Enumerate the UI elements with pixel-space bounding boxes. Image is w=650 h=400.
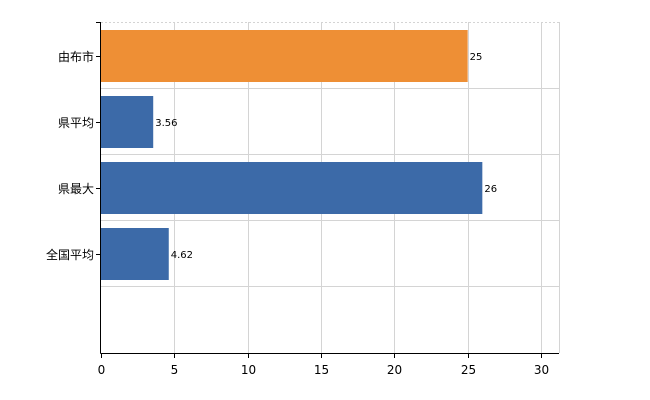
x-tick-label: 30 xyxy=(534,363,549,377)
y-tick-label: 全国平均 xyxy=(46,247,94,262)
bar-value-label: 26 xyxy=(484,184,497,195)
y-tick-label: 県最大 xyxy=(58,182,94,196)
y-tick-label: 由布市 xyxy=(58,49,94,64)
y-tick-label: 県平均 xyxy=(58,116,94,130)
bar xyxy=(101,228,169,280)
bar-value-label: 3.56 xyxy=(155,118,177,129)
bar xyxy=(101,30,468,82)
x-tick-label: 5 xyxy=(171,363,179,377)
bar-value-label: 25 xyxy=(470,52,483,63)
x-tick-label: 0 xyxy=(98,363,106,377)
bars xyxy=(101,30,483,280)
x-tick-label: 10 xyxy=(241,363,256,377)
bar xyxy=(101,96,154,148)
x-tick-label: 25 xyxy=(461,363,476,377)
x-tick-label: 20 xyxy=(387,363,402,377)
x-tick-label: 15 xyxy=(314,363,329,377)
axes xyxy=(96,22,559,358)
bar-value-label: 4.62 xyxy=(171,250,193,261)
bar xyxy=(101,162,483,214)
